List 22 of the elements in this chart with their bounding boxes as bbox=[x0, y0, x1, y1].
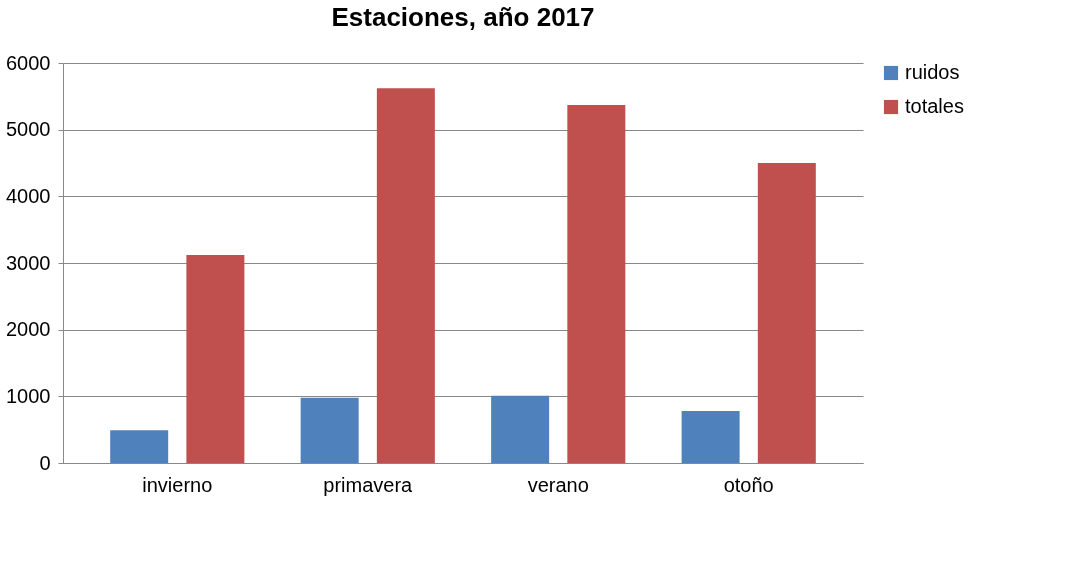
bar bbox=[300, 397, 359, 463]
y-tick-label: 6000 bbox=[6, 51, 51, 74]
chart-title: Estaciones, año 2017 bbox=[331, 2, 595, 32]
bar bbox=[186, 255, 245, 463]
x-tick-label: verano bbox=[527, 473, 589, 496]
y-tick-label: 1000 bbox=[6, 384, 51, 407]
y-tick-label: 4000 bbox=[6, 184, 51, 207]
y-tick-label: 5000 bbox=[6, 118, 51, 141]
x-tick-label: primavera bbox=[323, 473, 414, 496]
bar bbox=[681, 411, 740, 463]
bar bbox=[567, 105, 626, 463]
bar bbox=[376, 88, 435, 463]
x-tick-label: invierno bbox=[142, 473, 213, 496]
x-tick-label: otoño bbox=[723, 473, 774, 496]
bar bbox=[757, 163, 816, 463]
y-tick-label: 2000 bbox=[6, 318, 51, 341]
legend-label: ruidos bbox=[905, 61, 960, 83]
legend-label: totales bbox=[905, 95, 964, 117]
bar bbox=[491, 395, 550, 463]
y-tick-label: 0 bbox=[39, 451, 51, 474]
bar bbox=[110, 430, 169, 463]
y-tick-label: 3000 bbox=[6, 251, 51, 274]
